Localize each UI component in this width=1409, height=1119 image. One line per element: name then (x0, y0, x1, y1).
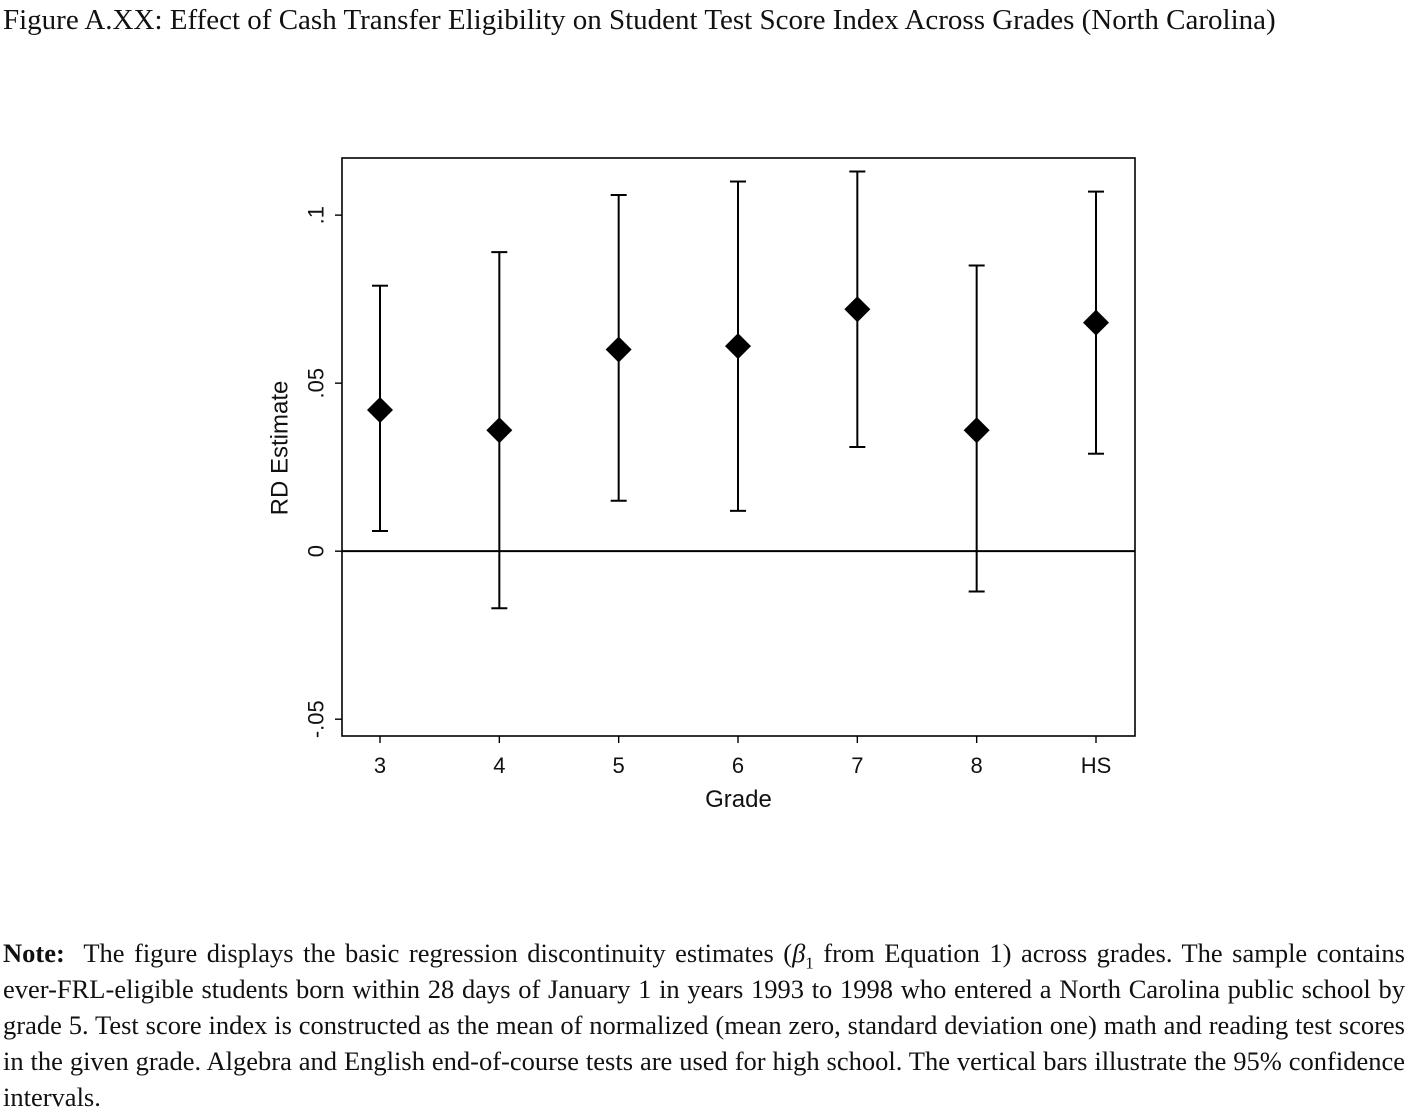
rd-estimate-chart: -.05 0 .05 .1 3 4 5 6 7 8 HS Grade RD Estimate (267, 157, 1136, 813)
x-tick-label: 8 (971, 753, 983, 778)
x-axis-ticks: 3 4 5 6 7 8 HS (374, 736, 1111, 778)
x-tick-label: 4 (493, 753, 505, 778)
y-axis-title: RD Estimate (267, 381, 294, 516)
estimate-marker (1083, 309, 1109, 336)
note-text-rest: from Equation 1) across grades. The samp… (3, 938, 1405, 1112)
estimate-marker (725, 333, 751, 360)
estimate-marker (963, 417, 990, 444)
x-tick-label: 6 (732, 753, 744, 778)
estimate-marker (486, 417, 513, 444)
beta-symbol: β (792, 938, 806, 968)
figure-caption: Figure A.XX: Effect of Cash Transfer Eli… (3, 4, 1276, 36)
estimate-marker (605, 336, 632, 363)
figure-note: Note: The figure displays the basic regr… (3, 935, 1405, 1115)
estimate-marker (844, 296, 871, 323)
note-text-start: The figure displays the basic regression… (83, 938, 793, 968)
x-tick-label: 7 (851, 753, 863, 778)
estimate-marker (367, 397, 393, 424)
x-axis-title: Grade (705, 786, 772, 813)
estimate-markers (367, 296, 1109, 444)
y-tick-label: .05 (304, 368, 329, 399)
beta-subscript: 1 (805, 953, 814, 973)
y-tick-label: -.05 (304, 700, 329, 738)
x-tick-label: HS (1081, 753, 1112, 778)
y-axis-ticks: -.05 0 .05 .1 (304, 206, 342, 738)
y-tick-label: .1 (304, 206, 329, 224)
x-tick-label: 3 (374, 753, 386, 778)
y-tick-label: 0 (304, 545, 329, 557)
x-tick-label: 5 (613, 753, 625, 778)
confidence-intervals (372, 170, 1104, 610)
note-label: Note: (3, 938, 65, 968)
